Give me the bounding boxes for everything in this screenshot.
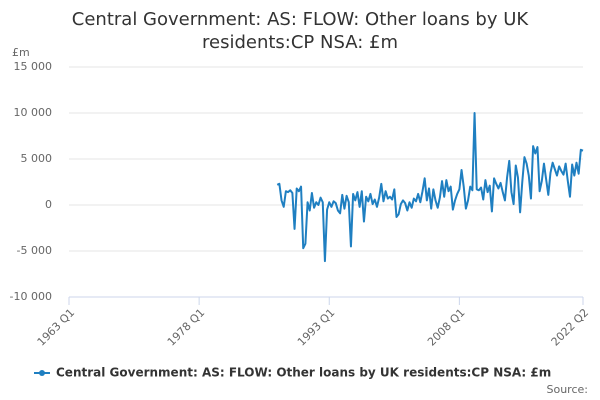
line	[276, 112, 584, 263]
x-tick-label: 2008 Q1	[425, 306, 468, 349]
y-tick-label: 10 000	[14, 106, 53, 119]
y-tick-label: 5 000	[21, 152, 53, 165]
x-tick-label: 1978 Q1	[165, 306, 208, 349]
legend-label: Central Government: AS: FLOW: Other loan…	[56, 366, 551, 380]
x-tick-label: 1963 Q1	[35, 306, 78, 349]
x-tick-label: 1993 Q1	[295, 306, 338, 349]
x-tick-label: 2022 Q2	[549, 306, 592, 349]
y-tick-label: -10 000	[10, 290, 52, 303]
y-tick-label: -5 000	[17, 244, 52, 257]
legend-marker	[39, 370, 45, 376]
chart-title: Central Government: AS: FLOW: Other loan…	[71, 9, 529, 53]
y-axis-label: £m	[12, 46, 30, 59]
y-tick-label: 15 000	[14, 60, 53, 73]
y-tick-label: 0	[45, 198, 52, 211]
source: Source:	[547, 383, 589, 396]
